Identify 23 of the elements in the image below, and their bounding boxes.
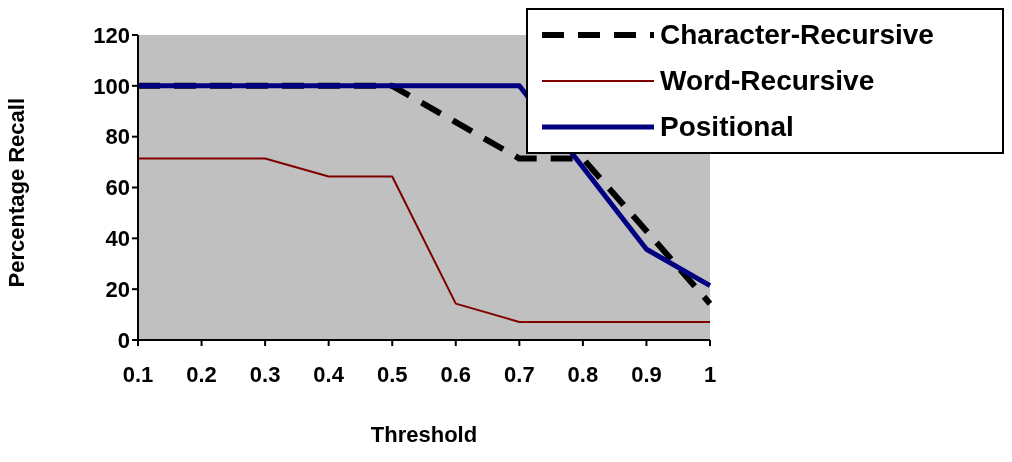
y-tick-label: 60 (105, 175, 130, 201)
legend-label: Word-Recursive (660, 65, 875, 97)
x-tick-label: 0.7 (504, 361, 535, 387)
x-tick-label: 0.2 (186, 361, 217, 387)
y-tick-label: 100 (93, 73, 130, 99)
y-tick-label: 80 (105, 124, 130, 150)
y-axis-title: Percentage Recall (3, 97, 29, 288)
x-tick-label: 0.5 (376, 361, 408, 387)
x-tick-label: 0.6 (440, 361, 472, 387)
y-tick-label: 20 (105, 276, 130, 302)
x-axis-title: Threshold (370, 422, 478, 447)
x-tick-label: 0.8 (567, 361, 599, 387)
y-tick-label: 40 (105, 226, 130, 252)
x-tick-label: 0.9 (631, 361, 662, 387)
y-tick-label: 0 (117, 327, 130, 353)
x-tick-label: 0.4 (313, 361, 345, 387)
legend-label: Character-Recursive (660, 19, 934, 51)
y-tick-label: 120 (93, 22, 130, 48)
x-tick-label: 0.1 (122, 361, 154, 387)
x-tick-label: 1 (703, 361, 717, 387)
line-series (137, 157, 711, 323)
x-tick-label: 0.3 (249, 361, 281, 387)
legend-label: Positional (660, 111, 794, 143)
